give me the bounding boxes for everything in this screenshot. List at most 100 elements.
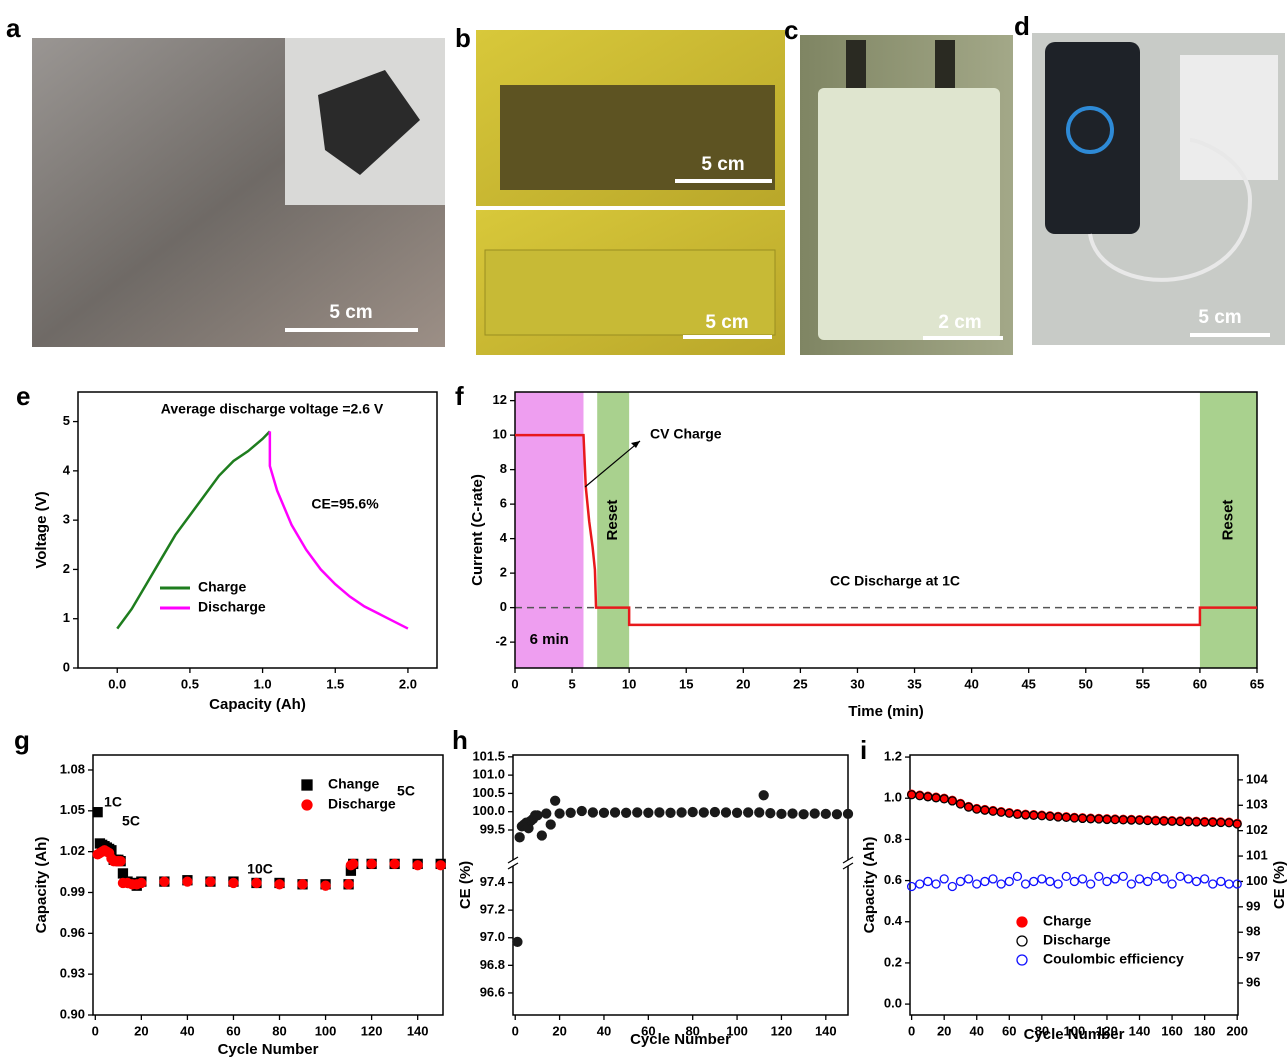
line: [270, 431, 408, 628]
y-tick-label: 101.0: [472, 767, 505, 782]
legend-swatch: [302, 780, 312, 790]
marker: [551, 796, 560, 805]
marker: [1119, 872, 1127, 880]
x-tick-label: 180: [1194, 1023, 1216, 1038]
x-tick-label: 20: [937, 1023, 951, 1038]
y-tick-label: 0.2: [884, 954, 902, 969]
marker: [344, 880, 353, 889]
marker: [1111, 875, 1119, 883]
y-axis-label: Capacity (Ah): [33, 837, 50, 934]
legend-label: Change: [328, 776, 380, 792]
y-tick-label: 1.05: [60, 802, 85, 817]
marker: [1013, 872, 1021, 880]
y-tick-label: 1.08: [60, 761, 85, 776]
marker: [1103, 877, 1111, 885]
axis-break: [509, 860, 517, 866]
legend-label: Discharge: [1043, 932, 1111, 948]
marker: [413, 861, 422, 870]
x-tick-label: 50: [1079, 676, 1093, 691]
marker: [633, 808, 642, 817]
marker: [965, 875, 973, 883]
y-tick-label: 0.6: [884, 872, 902, 887]
annotation: CV Charge: [650, 426, 722, 442]
scale-label: 5 cm: [1198, 307, 1241, 328]
y-tick-label: 4: [500, 530, 508, 545]
marker: [744, 808, 753, 817]
y-tick-label: 12: [493, 392, 507, 407]
y-tick-label: 4: [63, 462, 71, 477]
marker: [1225, 880, 1233, 888]
y-tick-label: 0.8: [884, 831, 902, 846]
marker: [622, 808, 631, 817]
y-tick-label: 0.99: [60, 884, 85, 899]
x-tick-label: 40: [970, 1023, 984, 1038]
x-tick-label: 30: [850, 676, 864, 691]
marker: [1217, 877, 1225, 885]
marker: [644, 808, 653, 817]
panel-label: i: [860, 735, 867, 765]
y-tick-label: 0.93: [60, 966, 85, 981]
page: {"photos": [ {"label": "a", "scales": ["…: [0, 0, 1288, 1060]
marker: [788, 809, 797, 818]
marker: [908, 883, 916, 891]
x-axis-label: Time (min): [848, 703, 924, 720]
scale-label: 5 cm: [701, 154, 744, 175]
marker: [1233, 880, 1241, 888]
marker: [93, 808, 102, 817]
legend-label: Charge: [198, 579, 246, 595]
y-tick-label: 100: [1246, 873, 1268, 888]
y-axis-label: Capacity (Ah): [861, 837, 878, 934]
marker: [1152, 872, 1160, 880]
x-tick-label: 140: [815, 1023, 837, 1038]
x-tick-label: 160: [1161, 1023, 1183, 1038]
annotation: CE=95.6%: [311, 496, 379, 512]
marker: [116, 857, 125, 866]
marker: [940, 875, 948, 883]
panel-label: d: [1014, 11, 1030, 41]
marker: [599, 808, 608, 817]
x-tick-label: 0: [511, 676, 518, 691]
x-tick-label: 1.5: [326, 676, 344, 691]
x-tick-label: 55: [1136, 676, 1150, 691]
marker: [799, 810, 808, 819]
x-tick-label: 60: [226, 1023, 240, 1038]
x-tick-label: 60: [1002, 1023, 1016, 1038]
marker: [1079, 875, 1087, 883]
marker: [513, 937, 522, 946]
legend-swatch: [302, 800, 312, 810]
legend-swatch: [1017, 917, 1027, 927]
x-tick-label: 60: [1193, 676, 1207, 691]
panel-label: c: [784, 15, 798, 45]
figure: 5 cm a 5 cm 5 cm b 2 cm c 5 cm d 0.00.51…: [0, 0, 1288, 1060]
x-tick-label: 100: [315, 1023, 337, 1038]
marker: [1160, 875, 1168, 883]
scale-label: 5 cm: [329, 302, 372, 323]
phone: [1045, 42, 1140, 234]
x-tick-label: 35: [907, 676, 921, 691]
y-tick-label: 97.4: [480, 874, 506, 889]
x-tick-label: 5: [568, 676, 575, 691]
y-tick-label: 1.02: [60, 843, 85, 858]
legend-label: Charge: [1043, 913, 1091, 929]
marker: [1087, 880, 1095, 888]
marker: [1209, 880, 1217, 888]
x-tick-label: 40: [964, 676, 978, 691]
y-tick-label: 100.5: [472, 785, 505, 800]
y-tick-label: 1.0: [884, 790, 902, 805]
legend-swatch: [1017, 955, 1027, 965]
scale-label: 5 cm: [705, 312, 748, 333]
marker: [1095, 872, 1103, 880]
y-tick-label: 103: [1246, 797, 1268, 812]
y-tick-label: 0.4: [884, 913, 903, 928]
y-tick-label: 3: [63, 512, 70, 527]
y-tick-label: 97: [1246, 949, 1260, 964]
marker: [766, 809, 775, 818]
y-tick-label: 0: [63, 659, 70, 674]
y-tick-label: 2: [63, 561, 70, 576]
marker: [777, 809, 786, 818]
panel-label: g: [14, 725, 30, 755]
legend-label: Discharge: [328, 796, 396, 812]
marker: [1136, 875, 1144, 883]
x-tick-label: 140: [407, 1023, 429, 1038]
scale-label: 2 cm: [938, 312, 981, 333]
